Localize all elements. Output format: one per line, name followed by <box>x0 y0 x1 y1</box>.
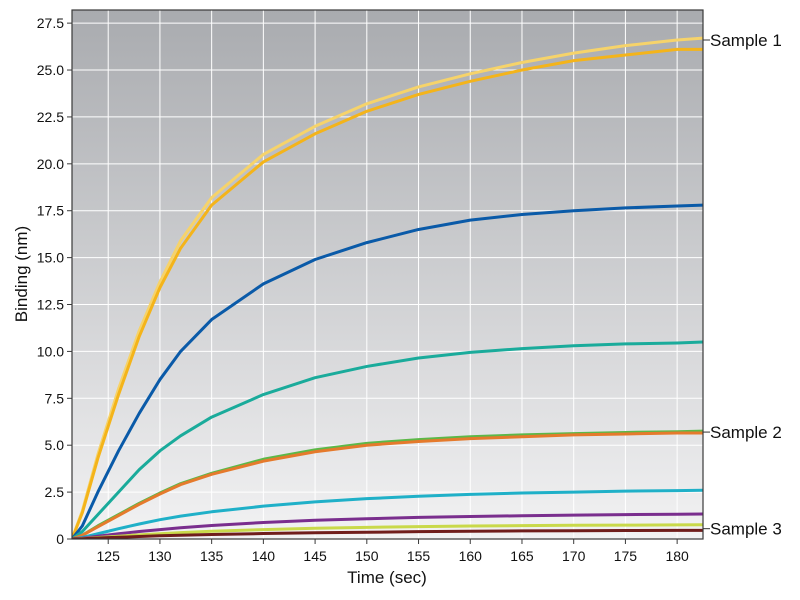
y-tick-label: 12.5 <box>37 297 64 313</box>
series-line-8 <box>72 512 703 539</box>
x-tick-label: 155 <box>407 548 431 564</box>
x-tick-label: 170 <box>562 548 586 564</box>
series-line-4 <box>72 340 703 539</box>
y-axis-ticks: 0 2.5 5.0 7.5 10.0 12.5 15.0 17.5 20.0 22.5 25.0 27… <box>37 15 72 547</box>
series-line-1 <box>72 36 703 539</box>
series-line-3 <box>72 203 703 539</box>
x-tick-label: 140 <box>252 548 276 564</box>
y-tick-label: 27.5 <box>37 15 64 31</box>
x-tick-label: 160 <box>459 548 483 564</box>
y-tick-label: 20.0 <box>37 156 64 172</box>
y-tick-label: 2.5 <box>45 484 65 500</box>
y-tick-label: 17.5 <box>37 203 64 219</box>
series-line-2 <box>72 47 703 539</box>
plot-frame <box>71 9 704 540</box>
sample-label-2: Sample 2 <box>710 423 782 442</box>
y-tick-label: 25.0 <box>37 62 64 78</box>
sample-label-3: Sample 3 <box>710 520 782 539</box>
series-line-10 <box>72 528 703 539</box>
series-line-7 <box>72 488 703 539</box>
x-tick-label: 175 <box>614 548 638 564</box>
series-line-6 <box>72 431 703 539</box>
y-axis-title: Binding (nm) <box>12 226 31 322</box>
series-lines <box>72 36 703 539</box>
sample-labels: Sample 1 Sample 2 Sample 3 <box>703 31 782 539</box>
y-tick-label: 0 <box>56 531 64 547</box>
x-tick-label: 125 <box>97 548 121 564</box>
x-tick-label: 135 <box>200 548 224 564</box>
y-tick-label: 7.5 <box>45 390 65 406</box>
x-tick-label: 180 <box>665 548 689 564</box>
x-axis-title: Time (sec) <box>347 568 427 587</box>
x-axis-ticks: 125 130 135 140 145 150 155 160 165 170 175 180 <box>97 539 689 564</box>
y-tick-label: 5.0 <box>45 437 65 453</box>
x-tick-label: 165 <box>510 548 534 564</box>
y-tick-label: 22.5 <box>37 109 64 125</box>
x-tick-label: 145 <box>303 548 327 564</box>
sample-label-1: Sample 1 <box>710 31 782 50</box>
y-tick-label: 10.0 <box>37 343 64 359</box>
x-tick-label: 150 <box>355 548 379 564</box>
y-tick-label: 15.0 <box>37 250 64 266</box>
x-tick-label: 130 <box>148 548 172 564</box>
